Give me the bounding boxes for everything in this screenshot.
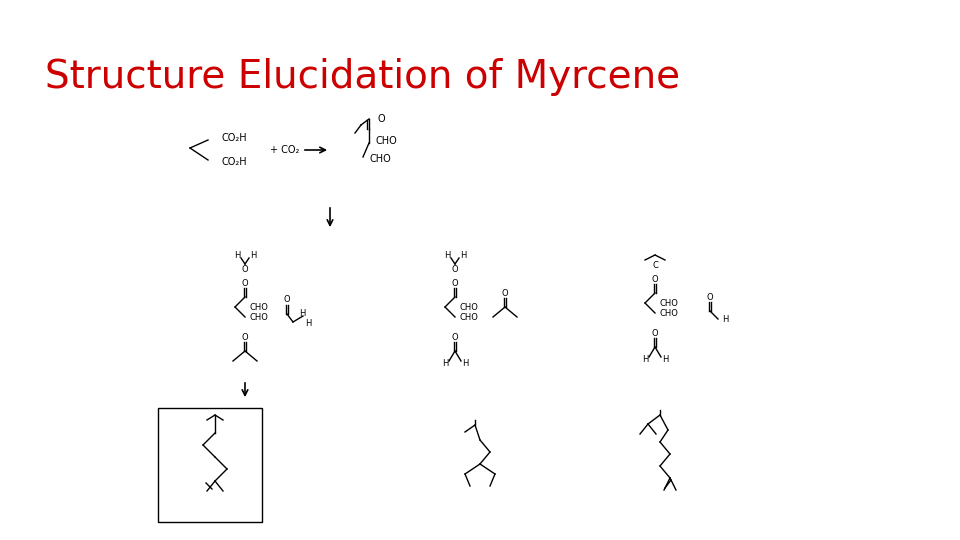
Text: CHO: CHO bbox=[459, 313, 478, 321]
Text: C: C bbox=[652, 260, 658, 269]
Text: H: H bbox=[642, 354, 648, 363]
Text: O: O bbox=[652, 328, 659, 338]
Text: H: H bbox=[661, 354, 668, 363]
Text: O: O bbox=[452, 265, 458, 273]
Text: H: H bbox=[460, 251, 467, 260]
Text: O: O bbox=[242, 333, 249, 341]
Text: CHO: CHO bbox=[249, 302, 268, 312]
Text: H: H bbox=[444, 251, 450, 260]
Text: H: H bbox=[462, 359, 468, 368]
Text: CHO: CHO bbox=[249, 313, 268, 321]
Text: H: H bbox=[250, 251, 256, 260]
Text: O: O bbox=[242, 265, 249, 273]
Text: O: O bbox=[502, 288, 508, 298]
Text: O: O bbox=[707, 293, 713, 301]
Text: H: H bbox=[722, 314, 729, 323]
Text: O: O bbox=[652, 274, 659, 284]
Text: O: O bbox=[452, 279, 458, 287]
Text: Structure Elucidation of Myrcene: Structure Elucidation of Myrcene bbox=[45, 58, 680, 96]
Text: O: O bbox=[377, 114, 385, 124]
Text: CHO: CHO bbox=[659, 308, 678, 318]
Text: CHO: CHO bbox=[369, 154, 391, 164]
Text: + CO₂: + CO₂ bbox=[270, 145, 300, 155]
Text: O: O bbox=[284, 295, 290, 305]
Text: CO₂H: CO₂H bbox=[222, 133, 248, 143]
Text: O: O bbox=[452, 333, 458, 341]
Text: CHO: CHO bbox=[659, 299, 678, 307]
Text: H: H bbox=[305, 320, 311, 328]
Text: H: H bbox=[442, 359, 448, 368]
Text: O: O bbox=[242, 279, 249, 287]
Text: CO₂H: CO₂H bbox=[222, 157, 248, 167]
Text: CHO: CHO bbox=[375, 136, 396, 146]
Text: CHO: CHO bbox=[459, 302, 478, 312]
FancyBboxPatch shape bbox=[158, 408, 262, 522]
Text: H: H bbox=[234, 251, 240, 260]
Text: H: H bbox=[299, 309, 305, 319]
